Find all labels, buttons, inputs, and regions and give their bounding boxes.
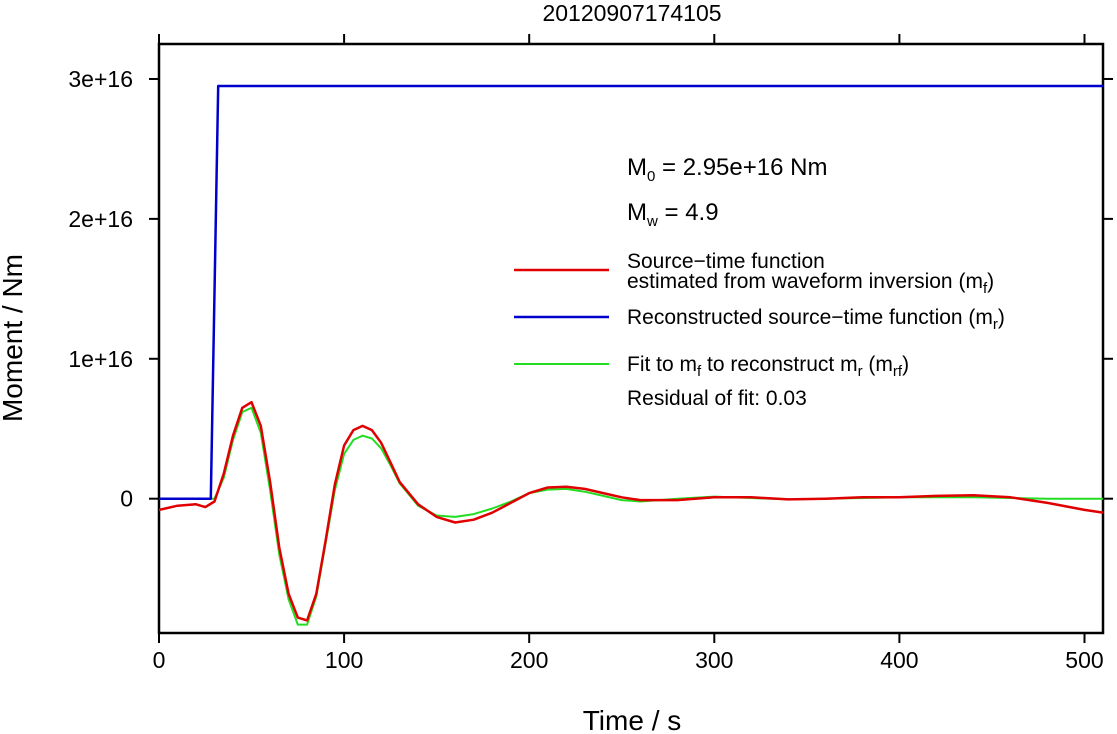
x-axis-title: Time / s: [583, 705, 682, 734]
residual-annotation: Residual of fit: 0.03: [627, 387, 807, 410]
legend-label-source-time-line2: estimated from waveform inversion (mf): [627, 270, 994, 297]
x-tick-label: 0: [153, 647, 166, 673]
x-tick-label: 200: [510, 647, 548, 673]
moment-magnitude-annotation: Mw = 4.9: [627, 199, 719, 230]
x-tick-label: 500: [1065, 647, 1103, 673]
series-line-red: [159, 400, 1103, 622]
y-tick-label: 0: [120, 486, 133, 512]
y-tick-label: 3e+16: [68, 66, 133, 92]
legend-label-reconstructed: Reconstructed source−time function (mr): [627, 306, 1005, 333]
y-axis-title: Moment / Nm: [0, 254, 28, 422]
y-tick-label: 1e+16: [68, 346, 133, 372]
y-tick-label: 2e+16: [68, 206, 133, 232]
series-line-blue: [159, 84, 1103, 500]
plot-frame: [157, 42, 1105, 635]
axis-ticks: 0 100 200 300 400 500 0 1e+16 2e+16 3e+16: [68, 34, 1113, 673]
x-tick-label: 100: [325, 647, 363, 673]
legend-label-fit: Fit to mf to reconstruct mr (mrf): [627, 353, 909, 380]
x-tick-label: 400: [880, 647, 918, 673]
legend-label-source-time-line1: Source−time function: [627, 250, 825, 273]
chart-title: 20120907174105: [542, 0, 721, 26]
legend: Source−time function estimated from wave…: [514, 250, 1005, 410]
seismic-moment-annotation: M0 = 2.95e+16 Nm: [627, 154, 827, 185]
series-line-green: [159, 406, 1103, 626]
x-tick-label: 300: [695, 647, 733, 673]
series-layer: [159, 84, 1103, 626]
